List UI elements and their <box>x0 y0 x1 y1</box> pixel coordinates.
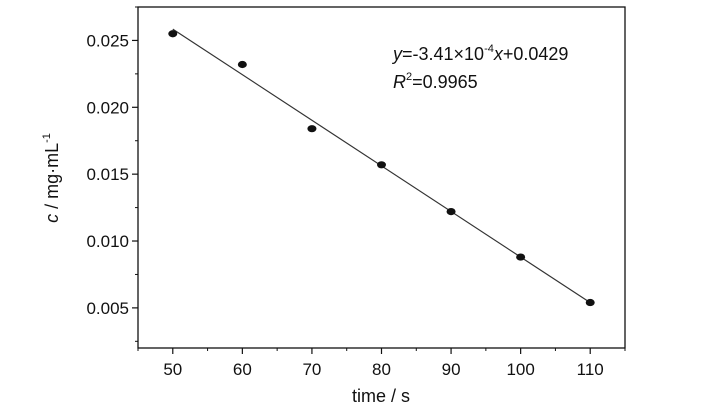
y-axis-ticks: 0.005 0.010 0.015 0.020 0.025 <box>86 6 138 342</box>
y-axis-exponent: -1 <box>41 133 53 143</box>
y-axis-var: c <box>42 214 62 223</box>
x-tick-label: 80 <box>372 360 391 379</box>
eq-body: =-3.41×10 <box>402 44 484 64</box>
data-point <box>585 298 595 307</box>
eq-var-y: y <box>391 44 403 64</box>
eq-tail: +0.0429 <box>503 44 569 64</box>
x-tick-label: 100 <box>506 360 534 379</box>
y-tick-label: 0.005 <box>86 299 129 318</box>
fit-equation: y=-3.41×10-4x+0.0429 <box>391 43 568 64</box>
x-axis-title: time / s <box>352 386 410 406</box>
x-tick-label: 50 <box>163 360 182 379</box>
data-point <box>307 125 317 133</box>
data-point <box>237 60 247 69</box>
y-tick-label: 0.010 <box>86 232 129 251</box>
x-tick-label: 110 <box>577 360 604 379</box>
r2-exp: 2 <box>406 71 412 83</box>
data-points <box>168 30 595 307</box>
y-tick-label: 0.020 <box>86 98 129 117</box>
data-point <box>446 208 456 216</box>
data-point <box>516 253 526 261</box>
eq-var-x: x <box>493 44 504 64</box>
y-tick-label: 0.025 <box>86 31 129 50</box>
y-axis-unit: / mg·mL <box>42 143 62 214</box>
r-squared: R2=0.9965 <box>393 71 478 92</box>
x-tick-label: 90 <box>442 360 461 379</box>
eq-exp: -4 <box>484 43 494 55</box>
x-axis-ticks: 50 60 70 80 90 100 110 <box>137 348 626 379</box>
data-point <box>168 30 178 38</box>
y-axis-title: c / mg·mL-1 <box>41 133 62 223</box>
x-tick-label: 60 <box>233 360 252 379</box>
x-tick-label: 70 <box>302 360 321 379</box>
r2-value: =0.9965 <box>412 72 478 92</box>
y-tick-label: 0.015 <box>86 165 129 184</box>
data-point <box>377 161 386 169</box>
r2-var: R <box>393 72 406 92</box>
